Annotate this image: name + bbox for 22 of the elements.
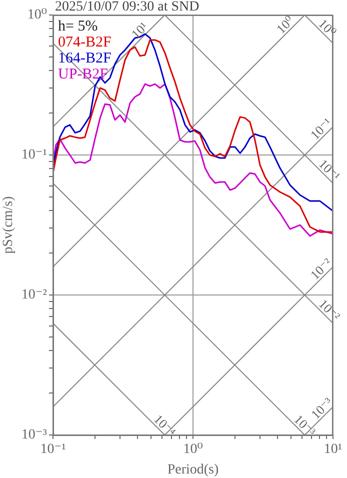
series-label: UP-B2F: [58, 66, 108, 82]
annotation: 10⁰: [273, 12, 297, 36]
chart-title: 2025/10/07 09:30 at SND: [55, 0, 200, 15]
y-tick-label: 10⁻³: [21, 428, 47, 443]
y-tick-label: 10⁻²: [21, 288, 47, 303]
x-tick-label: 10¹: [324, 442, 342, 458]
annotation: 10⁻¹: [316, 156, 344, 184]
x-tick-label: 10⁰: [183, 442, 204, 458]
x-axis-title: Period(s): [167, 462, 219, 478]
series-label: 074-B2F: [58, 34, 112, 50]
y-tick-label: 10⁰: [27, 8, 48, 23]
annotation: 10⁰: [316, 16, 340, 40]
annotation: 10¹: [128, 18, 151, 42]
x-tick-label: 10⁻¹: [40, 442, 66, 458]
y-axis-title: pSv(cm/s): [1, 196, 16, 254]
annotation: 10⁻²: [316, 296, 344, 324]
annotation: 10⁻²: [307, 254, 335, 282]
annotation: h= 5%: [58, 18, 98, 34]
series-label: 164-B2F: [58, 50, 112, 66]
annotation: 10⁻¹: [307, 114, 335, 142]
y-tick-label: 10⁻¹: [21, 148, 47, 163]
annotation: 10⁻⁴: [150, 411, 180, 440]
